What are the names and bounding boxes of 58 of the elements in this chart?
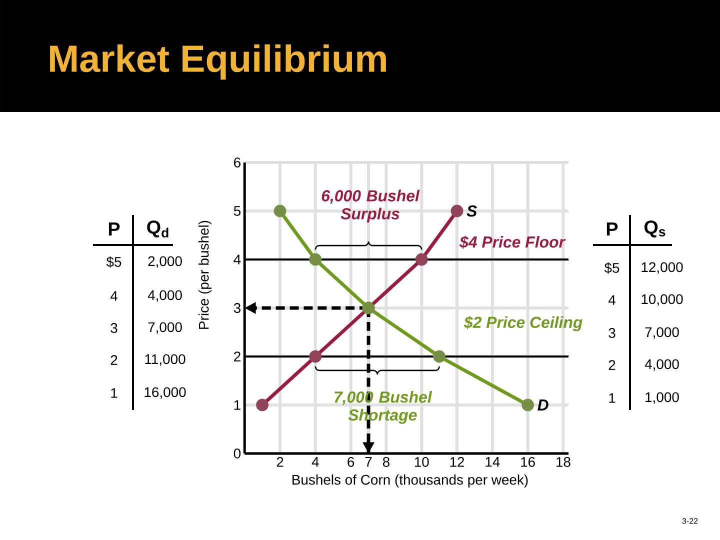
annotation: 7,000 Bushel Shortage <box>334 391 432 424</box>
point <box>522 398 534 412</box>
text: 1 <box>111 388 118 398</box>
point <box>256 398 269 412</box>
x-tick-label: 4 <box>312 457 319 467</box>
text: 11,000 <box>145 354 186 366</box>
text: 7,000 <box>645 327 679 339</box>
text: P <box>108 222 120 236</box>
series-label: S <box>466 205 477 217</box>
annotation: 6,000 Bushel Surplus <box>322 190 420 223</box>
y-tick-label: 1 <box>234 400 240 410</box>
text: 3 <box>110 323 118 333</box>
text: $5 <box>604 262 620 274</box>
y-tick-label: 4 <box>234 254 241 264</box>
x-tick-label: 8 <box>382 457 390 467</box>
x-tick-label: 6 <box>348 457 354 467</box>
text: 1,000 <box>646 392 679 404</box>
series-label: D <box>538 400 548 410</box>
y-tick-label: 0 <box>234 448 241 458</box>
y-tick-label: 6 <box>234 158 240 168</box>
point <box>309 253 322 266</box>
point <box>450 204 464 218</box>
point <box>309 350 322 363</box>
y-tick-label: 3 <box>234 303 240 313</box>
point <box>415 253 428 266</box>
x-tick-label: 10 <box>414 457 429 467</box>
y-tick-label: 2 <box>234 352 240 362</box>
text: 1 <box>609 393 616 403</box>
text: 2 <box>110 355 118 365</box>
text: Q$_{d}$ <box>147 220 168 238</box>
text: 2 <box>608 360 616 370</box>
x-axis-title: Bushels of Corn (thousands per week) <box>292 474 528 488</box>
x-tick-label: 12 <box>450 457 464 467</box>
y-axis-title: Price (per bushel) <box>198 220 212 329</box>
text: 4,000 <box>644 359 679 371</box>
ref-line-label: $2 Price Ceiling <box>464 316 582 332</box>
chart-title: Market Equilibrium <box>50 44 386 80</box>
text: 12,000 <box>642 262 683 274</box>
text: 4 <box>110 291 118 301</box>
text: 4,000 <box>148 290 182 302</box>
y-tick-label: 5 <box>234 206 241 216</box>
point <box>274 204 286 218</box>
text: P <box>606 222 618 236</box>
text: 2,000 <box>148 256 182 268</box>
x-tick-label: 18 <box>556 457 570 467</box>
text: 7,000 <box>148 322 182 334</box>
x-tick-label: 7 <box>365 457 372 467</box>
legend-label: $4 Price Floor <box>459 236 566 249</box>
text: 16,000 <box>144 387 186 399</box>
text: Q$_{s}$ <box>644 220 666 238</box>
x-tick-label: 14 <box>486 457 500 467</box>
x-tick-label: 2 <box>276 457 284 467</box>
text: 3 <box>608 328 616 338</box>
point <box>433 350 446 363</box>
text: 10,000 <box>642 294 683 306</box>
text: $5 <box>106 256 122 268</box>
x-tick-label: 16 <box>521 457 535 467</box>
text: 4 <box>608 295 616 305</box>
